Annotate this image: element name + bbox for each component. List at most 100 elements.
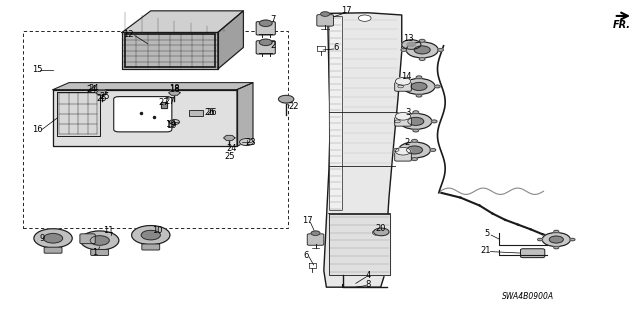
Circle shape	[412, 158, 417, 160]
Text: 18: 18	[169, 85, 180, 93]
Text: 7: 7	[271, 15, 276, 24]
Text: 21: 21	[481, 246, 492, 255]
Text: 10: 10	[152, 226, 163, 234]
FancyBboxPatch shape	[395, 82, 412, 91]
Polygon shape	[329, 17, 342, 210]
Circle shape	[430, 149, 436, 152]
Text: 27: 27	[164, 97, 175, 106]
Circle shape	[407, 42, 415, 47]
Circle shape	[311, 231, 320, 235]
Circle shape	[416, 94, 422, 97]
Polygon shape	[329, 214, 390, 275]
Circle shape	[400, 114, 432, 129]
Circle shape	[374, 228, 389, 236]
FancyBboxPatch shape	[317, 15, 333, 26]
FancyBboxPatch shape	[44, 247, 62, 253]
Text: 13: 13	[403, 34, 413, 43]
Circle shape	[431, 120, 437, 123]
Polygon shape	[218, 11, 243, 69]
Circle shape	[394, 120, 400, 123]
Text: 24: 24	[86, 85, 97, 94]
Circle shape	[538, 238, 543, 241]
Circle shape	[170, 120, 179, 124]
Text: 1: 1	[93, 248, 98, 257]
Text: 6: 6	[303, 251, 308, 260]
Text: 4: 4	[365, 271, 371, 280]
FancyBboxPatch shape	[142, 244, 160, 250]
Circle shape	[406, 146, 422, 154]
Circle shape	[394, 149, 399, 152]
FancyBboxPatch shape	[256, 22, 275, 35]
Circle shape	[406, 42, 438, 58]
Text: 24: 24	[88, 85, 99, 93]
Circle shape	[435, 85, 440, 88]
Text: 19: 19	[164, 120, 175, 129]
Circle shape	[416, 76, 422, 79]
FancyBboxPatch shape	[395, 117, 412, 126]
Circle shape	[419, 58, 425, 61]
Circle shape	[554, 230, 559, 233]
Circle shape	[90, 236, 109, 245]
Circle shape	[396, 113, 411, 120]
Text: 22: 22	[288, 102, 298, 111]
Circle shape	[408, 117, 424, 125]
Polygon shape	[169, 90, 180, 95]
Circle shape	[412, 139, 417, 142]
FancyBboxPatch shape	[307, 234, 324, 245]
Polygon shape	[223, 136, 235, 140]
Circle shape	[278, 95, 294, 103]
Circle shape	[549, 236, 563, 243]
FancyBboxPatch shape	[520, 249, 545, 258]
Circle shape	[542, 233, 570, 247]
Text: 26: 26	[205, 108, 216, 117]
Circle shape	[413, 111, 419, 114]
Text: 24: 24	[227, 144, 237, 153]
Circle shape	[554, 246, 559, 249]
Circle shape	[396, 147, 411, 155]
Text: SWA4B0900A: SWA4B0900A	[502, 292, 554, 300]
Text: 2: 2	[404, 137, 410, 146]
Polygon shape	[324, 13, 402, 287]
Circle shape	[403, 78, 435, 94]
Text: 12: 12	[123, 31, 134, 40]
Text: FR.: FR.	[612, 20, 630, 30]
FancyBboxPatch shape	[80, 234, 95, 244]
Text: 25: 25	[99, 92, 109, 101]
Text: 6: 6	[333, 43, 339, 52]
Text: 20: 20	[376, 224, 386, 233]
Text: 25: 25	[224, 152, 235, 161]
Circle shape	[34, 229, 72, 248]
Circle shape	[372, 229, 385, 236]
Circle shape	[132, 226, 170, 245]
Circle shape	[259, 39, 272, 46]
FancyBboxPatch shape	[114, 97, 172, 132]
Text: 5: 5	[484, 229, 490, 238]
Circle shape	[358, 15, 371, 21]
Circle shape	[570, 238, 575, 241]
FancyBboxPatch shape	[189, 110, 203, 116]
Text: 15: 15	[33, 65, 43, 74]
Text: 16: 16	[33, 125, 43, 134]
Polygon shape	[53, 90, 237, 146]
Text: 17: 17	[302, 216, 312, 225]
Polygon shape	[53, 83, 253, 90]
Text: 26: 26	[206, 108, 217, 117]
FancyBboxPatch shape	[91, 249, 109, 256]
Text: 23: 23	[246, 137, 257, 146]
FancyBboxPatch shape	[256, 41, 275, 54]
Circle shape	[321, 12, 330, 16]
Circle shape	[141, 230, 161, 240]
Circle shape	[239, 138, 253, 145]
Circle shape	[419, 39, 425, 42]
Circle shape	[396, 78, 411, 85]
Polygon shape	[237, 83, 253, 146]
Text: 18: 18	[169, 85, 180, 94]
Text: 14: 14	[401, 72, 412, 81]
Polygon shape	[122, 33, 218, 69]
Text: 8: 8	[365, 279, 371, 288]
Text: 11: 11	[103, 226, 113, 234]
Circle shape	[438, 48, 444, 51]
Circle shape	[44, 234, 63, 243]
Text: 25: 25	[97, 94, 107, 103]
Circle shape	[81, 231, 119, 250]
